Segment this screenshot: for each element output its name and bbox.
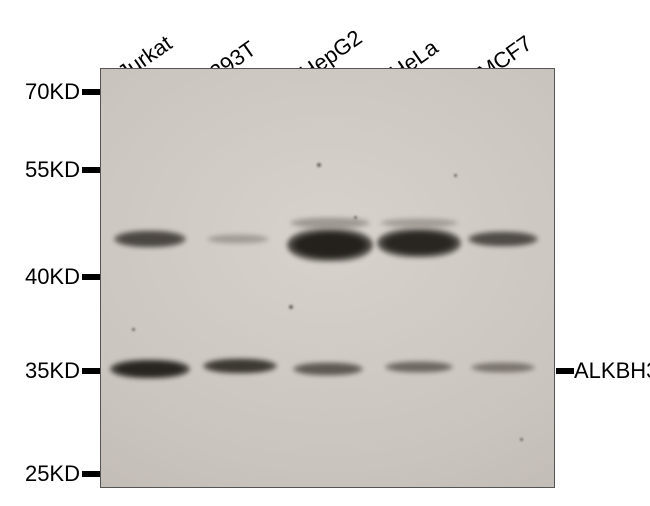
noise-spot bbox=[454, 174, 457, 177]
mw-label: 35KD bbox=[25, 358, 80, 384]
noise-spot bbox=[132, 328, 135, 331]
blot-band bbox=[385, 361, 453, 373]
blot-area bbox=[100, 68, 555, 488]
mw-label: 40KD bbox=[25, 264, 80, 290]
blot-band bbox=[207, 234, 269, 244]
blot-band bbox=[377, 228, 461, 258]
noise-spot bbox=[289, 305, 293, 309]
blot-band-faint bbox=[380, 218, 458, 228]
blot-band bbox=[471, 362, 535, 373]
noise-spot bbox=[520, 438, 523, 441]
mw-tick bbox=[82, 471, 100, 477]
blot-band bbox=[203, 358, 277, 374]
blot-band-faint bbox=[290, 217, 370, 229]
noise-spot bbox=[317, 163, 321, 167]
mw-label: 70KD bbox=[25, 79, 80, 105]
mw-tick bbox=[82, 368, 100, 374]
blot-band bbox=[114, 230, 186, 248]
noise-spot bbox=[354, 216, 357, 219]
blot-band bbox=[468, 231, 538, 247]
right-label: ALKBH3 bbox=[574, 358, 650, 384]
blot-band bbox=[293, 362, 363, 376]
mw-label: 25KD bbox=[25, 461, 80, 487]
right-tick bbox=[556, 368, 574, 374]
mw-tick bbox=[82, 167, 100, 173]
figure-root: Jurkat293THepG2HeLaMCF7 70KD55KD40KD35KD… bbox=[0, 0, 650, 506]
blot-band bbox=[110, 359, 190, 379]
mw-tick bbox=[82, 274, 100, 280]
blot-band bbox=[287, 228, 373, 262]
mw-label: 55KD bbox=[25, 157, 80, 183]
blot-background bbox=[101, 69, 554, 487]
mw-tick bbox=[82, 89, 100, 95]
